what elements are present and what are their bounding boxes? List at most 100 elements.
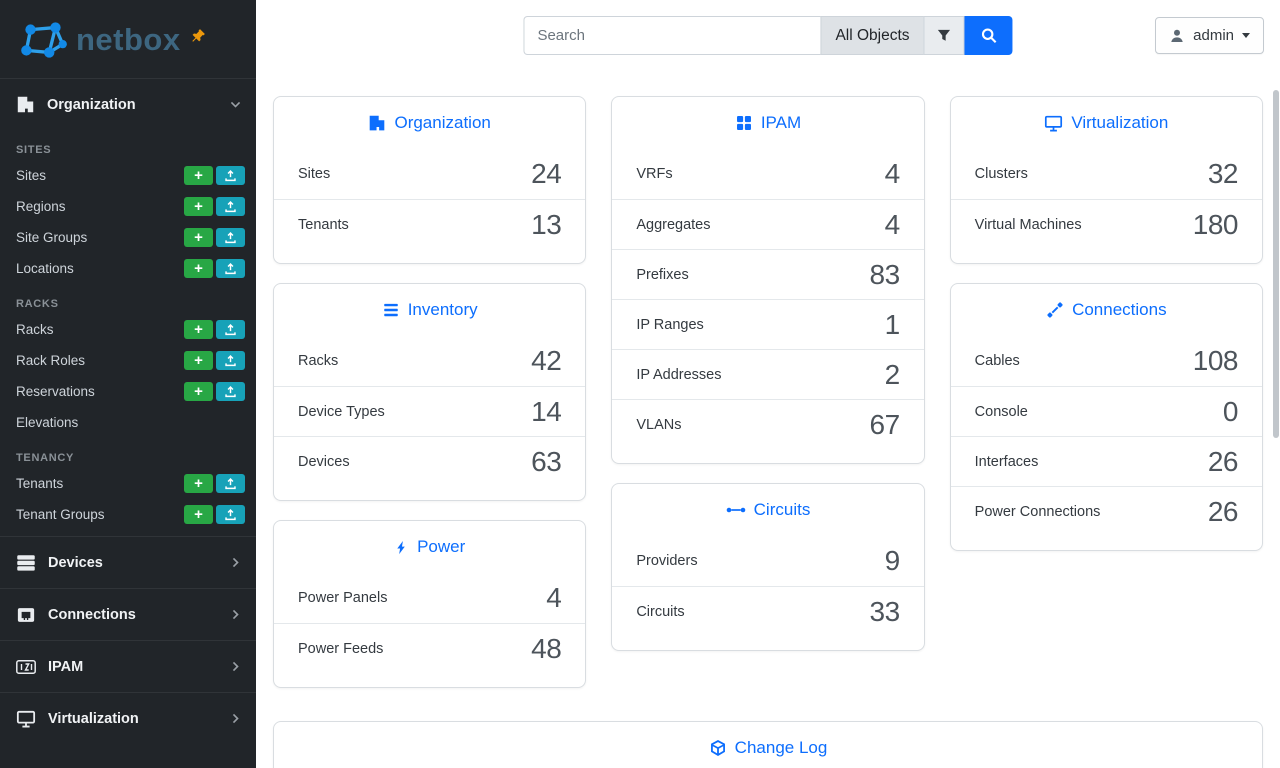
stat-value[interactable]: 63 [531,445,562,477]
card-power-header[interactable]: Power [274,521,585,573]
add-button[interactable]: + [184,474,213,493]
stat-label[interactable]: VLANs [636,416,682,433]
card-ipam-header[interactable]: IPAM [612,97,923,149]
import-button[interactable] [216,320,245,339]
import-button[interactable] [216,505,245,524]
stat-value[interactable]: 26 [1207,495,1239,527]
brand-name[interactable]: netbox [76,22,181,57]
sidebar-link-tenant-groups[interactable]: Tenant Groups [16,507,105,522]
chevron-right-icon [229,660,242,673]
stat-label[interactable]: IP Ranges [636,316,704,333]
netbox-logo[interactable] [16,16,70,64]
sidebar-link-regions[interactable]: Regions [16,199,66,214]
sidebar-link-tenants[interactable]: Tenants [16,476,64,491]
add-button[interactable]: + [184,228,213,247]
stat-value[interactable]: 4 [884,158,901,189]
stat-label[interactable]: Cables [974,353,1020,369]
card-changelog-header[interactable]: Change Log [274,722,1262,768]
import-button[interactable] [216,197,245,216]
stat-label[interactable]: Clusters [974,166,1028,182]
stat-value[interactable]: 14 [531,395,562,427]
stat-label[interactable]: VRFs [636,166,673,182]
stat-value[interactable]: 83 [869,258,901,290]
stat-label[interactable]: Circuits [636,603,685,620]
stat-value[interactable]: 32 [1207,158,1239,189]
card-connections-header[interactable]: Connections [951,284,1262,336]
stat-label[interactable]: Devices [298,453,350,470]
stat-value[interactable]: 48 [531,632,562,664]
sidebar-group-organization[interactable]: Organization [0,78,256,130]
stat-label[interactable]: Power Connections [974,503,1101,520]
sidebar-group-virtualization[interactable]: Virtualization [0,692,256,744]
object-type-select[interactable]: All Objects [820,16,924,55]
stat-label[interactable]: Prefixes [636,266,689,283]
sidebar-link-locations[interactable]: Locations [16,261,74,276]
add-button[interactable]: + [184,197,213,216]
stat-label[interactable]: Power Feeds [298,640,384,657]
import-button[interactable] [216,351,245,370]
stat-value[interactable]: 2 [884,358,901,390]
stat-label[interactable]: Aggregates [636,216,711,233]
stat-label[interactable]: Providers [636,553,698,569]
stat-value[interactable]: 4 [546,582,562,613]
stat-value[interactable]: 180 [1192,208,1239,240]
stat-label[interactable]: Virtual Machines [974,216,1082,233]
stat-label[interactable]: Power Panels [298,590,388,606]
stat-label[interactable]: Sites [298,166,331,182]
add-button[interactable]: + [184,505,213,524]
dashboard-grid: Organization Sites 24 Tenants 13 [256,71,1280,688]
add-button[interactable]: + [184,320,213,339]
card-circuits: Circuits Providers 9 Circuits 33 [611,483,925,651]
stat-row: Clusters 32 [951,149,1262,199]
user-menu-button[interactable]: admin [1155,17,1264,54]
sidebar-group-connections[interactable]: Connections [0,588,256,640]
stat-value[interactable]: 42 [531,345,562,376]
search-input[interactable] [523,16,821,55]
stat-label[interactable]: Interfaces [974,453,1039,470]
import-button[interactable] [216,474,245,493]
import-button[interactable] [216,259,245,278]
stat-label[interactable]: Racks [298,353,339,369]
stat-value[interactable]: 9 [884,545,901,576]
stat-label[interactable]: IP Addresses [636,366,722,383]
sidebar-item-site-groups: Site Groups + [0,222,256,253]
stat-value[interactable]: 13 [531,208,562,240]
sidebar-link-sites[interactable]: Sites [16,168,47,183]
stat-label[interactable]: Tenants [298,216,349,233]
sidebar-link-racks[interactable]: Racks [16,322,54,337]
stat-value[interactable]: 67 [869,408,901,440]
stat-row: Power Connections 26 [950,486,1262,536]
chevron-right-icon [229,556,242,569]
sidebar-group-ipam[interactable]: IPAM [0,640,256,692]
sidebar-group-devices[interactable]: Devices [0,536,256,588]
import-button[interactable] [216,228,245,247]
stat-value[interactable]: 33 [869,595,901,627]
add-button[interactable]: + [184,166,213,185]
filter-button[interactable] [923,16,965,55]
sidebar-link-site-groups[interactable]: Site Groups [16,230,88,245]
stat-value[interactable]: 24 [531,158,562,189]
sidebar-pin-button[interactable] [191,28,206,43]
card-virtualization-header[interactable]: Virtualization [951,97,1262,149]
card-inventory-header[interactable]: Inventory [274,284,585,336]
add-button[interactable]: + [184,259,213,278]
stat-label[interactable]: Device Types [298,403,385,420]
sidebar-link-rack-roles[interactable]: Rack Roles [16,353,86,368]
sidebar-link-reservations[interactable]: Reservations [16,384,95,399]
search-button[interactable] [964,16,1013,55]
add-button[interactable]: + [184,382,213,401]
stat-label[interactable]: Console [974,403,1028,420]
stat-value[interactable]: 1 [884,308,901,340]
card-organization-header[interactable]: Organization [274,97,585,149]
stat-value[interactable]: 26 [1207,445,1239,477]
import-button[interactable] [216,382,245,401]
stat-value[interactable]: 108 [1192,345,1239,376]
card-circuits-header[interactable]: Circuits [612,484,923,536]
add-button[interactable]: + [184,351,213,370]
import-button[interactable] [216,166,245,185]
brand: netbox [0,0,256,78]
scrollbar[interactable] [1273,90,1279,438]
stat-value[interactable]: 4 [884,208,901,240]
sidebar-link-elevations[interactable]: Elevations [16,415,79,430]
stat-value[interactable]: 0 [1222,395,1239,427]
